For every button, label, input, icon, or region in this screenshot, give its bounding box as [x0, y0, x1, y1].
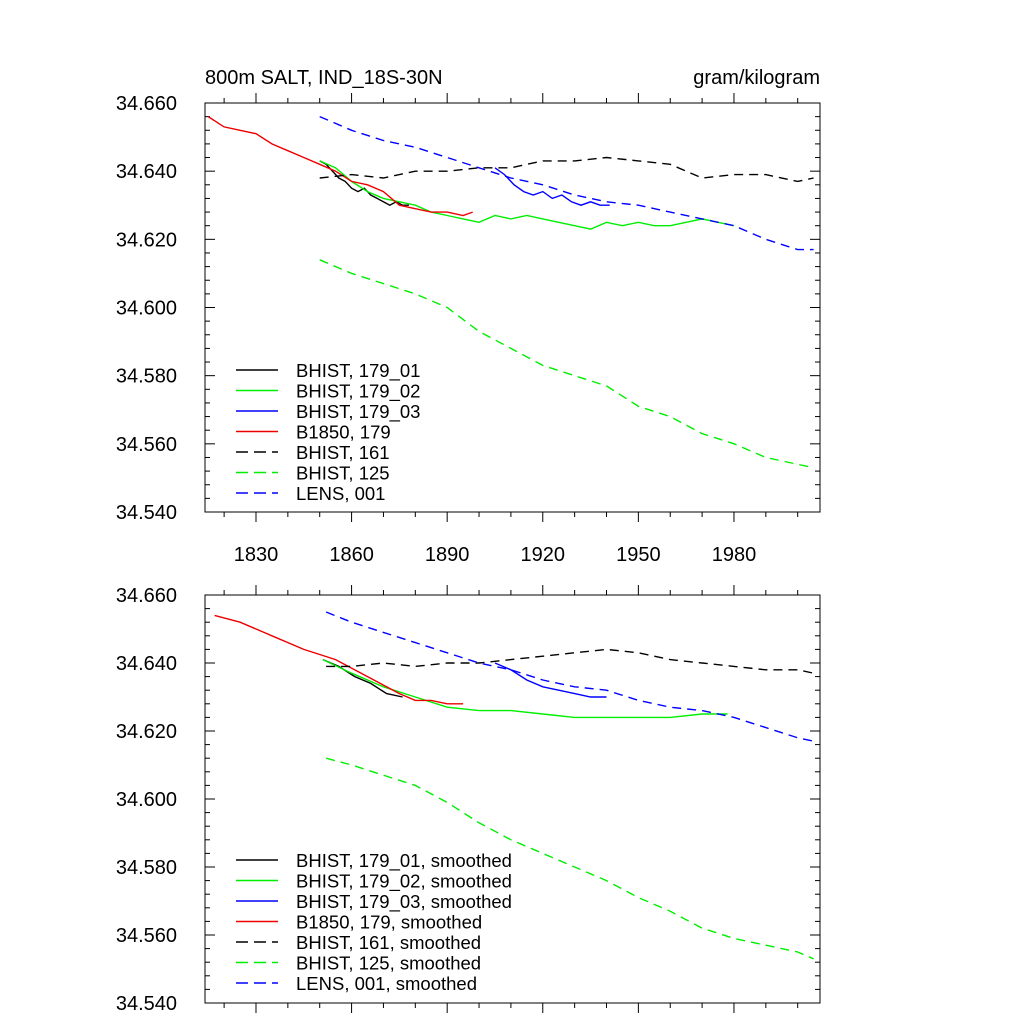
y-tick-label: 34.660: [116, 93, 177, 115]
legend-label: B1850, 179: [296, 422, 391, 443]
panel-1: 34.540 34.560 34.580 34.600 34.620 34.640 34.6…: [116, 67, 821, 566]
y-tick-label: 34.580: [116, 366, 177, 388]
series-line-4: [207, 116, 473, 217]
legend-label: BHIST, 179_03, smoothed: [296, 891, 512, 913]
legend-label: BHIST, 179_02: [296, 381, 420, 403]
series-line-3: [494, 167, 610, 206]
units-label: gram/kilogram: [693, 67, 820, 89]
y-tick-label: 34.540: [116, 993, 177, 1015]
y-tick-label: 34.560: [116, 434, 177, 456]
x-tick-label: 1860: [329, 544, 374, 566]
y-tick-label: 34.600: [116, 298, 177, 320]
series-line-1: [319, 160, 409, 206]
x-tick-label: 1830: [234, 544, 279, 566]
series-line-5: [326, 648, 814, 674]
panel-2: 34.540 34.560 34.580 34.600 34.620 34.640 34.6…: [116, 585, 821, 1015]
y-tick-label: 34.660: [116, 585, 177, 607]
legend-label: BHIST, 179_01, smoothed: [296, 850, 512, 872]
legend-label: B1850, 179, smoothed: [296, 912, 482, 933]
series-line-6: [319, 259, 814, 469]
y-tick-label: 34.640: [116, 161, 177, 183]
y-tick-label: 34.600: [116, 789, 177, 811]
y-tick-label: 34.580: [116, 857, 177, 879]
series-line-2: [322, 658, 728, 719]
y-tick-label: 34.640: [116, 653, 177, 675]
series-line-2: [319, 160, 735, 230]
x-tick-label: 1920: [521, 544, 566, 566]
y-tick-label: 34.540: [116, 502, 177, 524]
legend-label: LENS, 001, smoothed: [296, 973, 477, 994]
legend-label: BHIST, 179_02, smoothed: [296, 871, 512, 893]
x-tick-label: 1890: [425, 544, 470, 566]
series-line-3: [494, 662, 607, 698]
y-tick-label: 34.620: [116, 229, 177, 251]
legend-label: BHIST, 125, smoothed: [296, 953, 481, 974]
chart-title: 800m SALT, IND_18S-30N: [205, 67, 443, 89]
y-tick-label: 34.560: [116, 925, 177, 947]
series-line-7: [325, 611, 814, 742]
legend-label: BHIST, 179_01: [296, 360, 420, 382]
series-line-6: [325, 757, 814, 960]
series-line-5: [319, 156, 814, 183]
series-line-4: [214, 614, 464, 705]
x-tick-label: 1980: [712, 544, 757, 566]
legend-label: BHIST, 161, smoothed: [296, 932, 481, 953]
y-tick-label: 34.620: [116, 721, 177, 743]
legend-label: LENS, 001: [296, 483, 385, 504]
series-line-7: [319, 115, 814, 251]
legend-label: BHIST, 161: [296, 442, 390, 463]
x-tick-label: 1950: [616, 544, 661, 566]
legend-label: BHIST, 125: [296, 463, 390, 484]
legend-label: BHIST, 179_03: [296, 401, 420, 423]
